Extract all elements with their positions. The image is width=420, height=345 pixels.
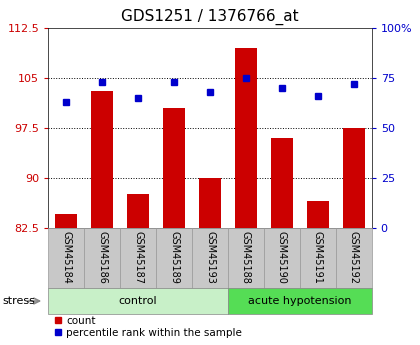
- Bar: [120, 228, 156, 288]
- Bar: [84, 228, 120, 288]
- Text: GSM45187: GSM45187: [133, 231, 143, 284]
- Bar: [235, 48, 257, 228]
- Text: GSM45192: GSM45192: [349, 231, 359, 284]
- Text: GDS1251 / 1376766_at: GDS1251 / 1376766_at: [121, 9, 299, 25]
- Bar: [228, 288, 372, 314]
- Bar: [343, 128, 365, 228]
- Bar: [48, 228, 84, 288]
- Bar: [271, 138, 293, 228]
- Bar: [127, 194, 149, 228]
- Bar: [156, 228, 192, 288]
- Text: acute hypotension: acute hypotension: [248, 296, 352, 306]
- Bar: [307, 201, 328, 228]
- Bar: [55, 214, 77, 228]
- Bar: [228, 228, 264, 288]
- Bar: [264, 228, 300, 288]
- Bar: [300, 228, 336, 288]
- Text: GSM45189: GSM45189: [169, 231, 179, 284]
- Text: GSM45186: GSM45186: [97, 231, 107, 284]
- Legend: count, percentile rank within the sample: count, percentile rank within the sample: [53, 316, 242, 338]
- Bar: [48, 288, 228, 314]
- Bar: [163, 108, 185, 228]
- Bar: [192, 228, 228, 288]
- Text: GSM45184: GSM45184: [61, 231, 71, 284]
- Text: GSM45191: GSM45191: [313, 231, 323, 284]
- Bar: [336, 228, 372, 288]
- Text: stress: stress: [2, 296, 35, 306]
- Bar: [92, 91, 113, 228]
- Text: GSM45193: GSM45193: [205, 231, 215, 284]
- Text: GSM45188: GSM45188: [241, 231, 251, 284]
- Text: control: control: [119, 296, 158, 306]
- Text: GSM45190: GSM45190: [277, 231, 287, 284]
- Bar: [199, 178, 221, 228]
